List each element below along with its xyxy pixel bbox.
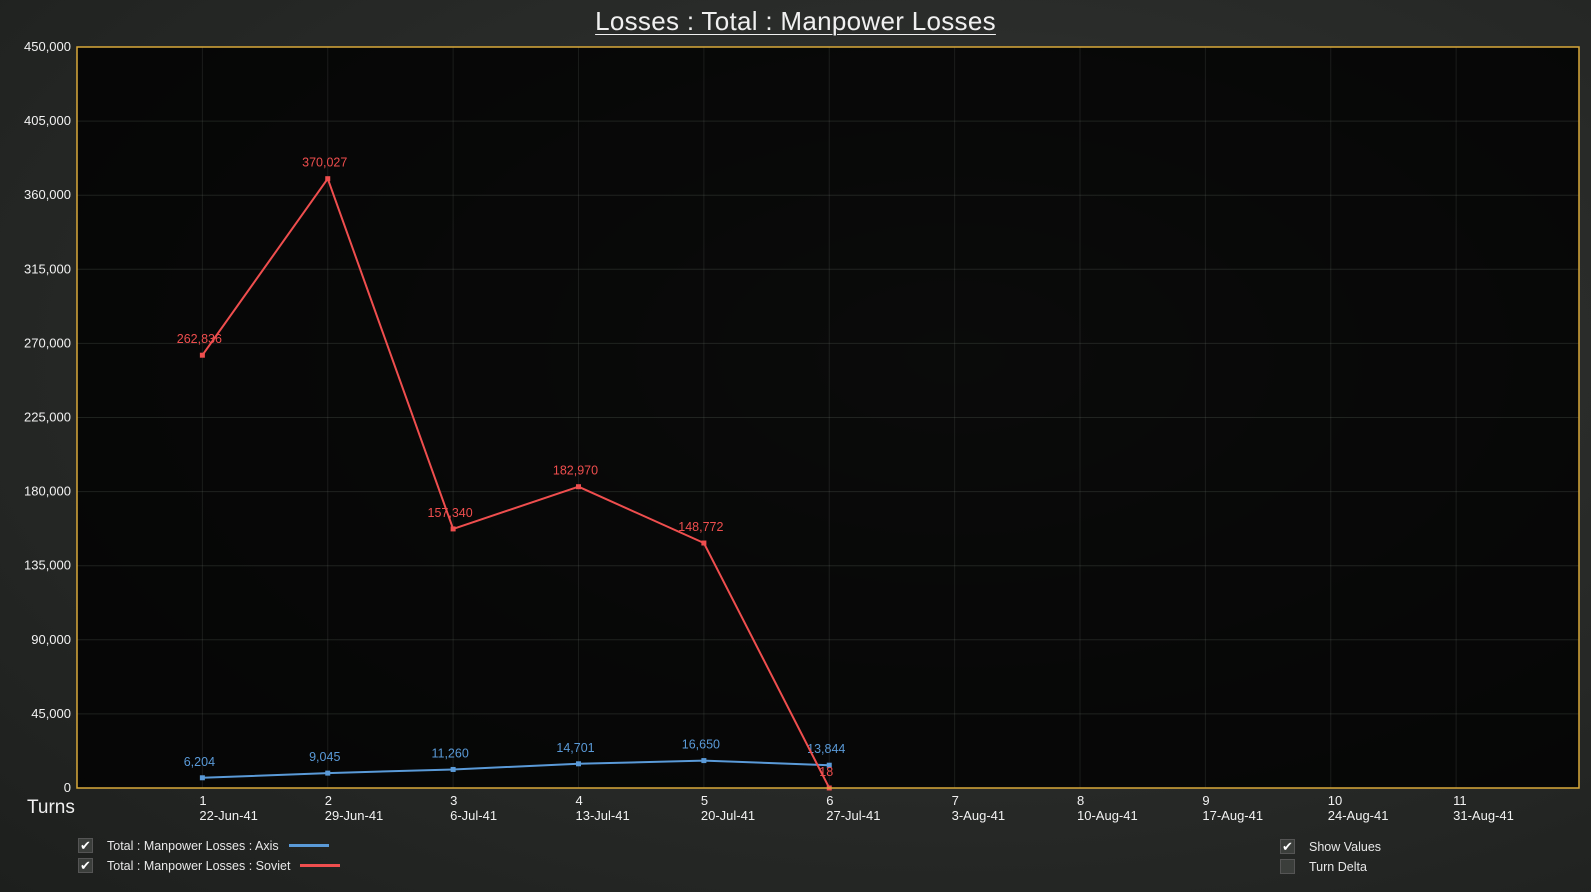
y-tick-label: 180,000	[24, 484, 71, 499]
x-tick-date: 24-Aug-41	[1328, 808, 1389, 823]
y-tick-label: 225,000	[24, 410, 71, 425]
data-label: 148,772	[678, 520, 723, 534]
series-line-axis	[202, 759, 830, 779]
x-tick-turn: 8	[1077, 793, 1084, 808]
data-point[interactable]	[199, 352, 205, 358]
data-point[interactable]	[576, 484, 582, 490]
x-axis-label: Turns	[27, 797, 75, 818]
x-tick-date: 17-Aug-41	[1202, 808, 1263, 823]
plot-area	[77, 47, 1579, 788]
grid-overlay	[77, 46, 1579, 789]
x-tick-turn: 6	[826, 793, 833, 808]
x-axis-ticks: 122-Jun-41 229-Jun-41 36-Jul-41 413-Jul-41 5…	[199, 793, 1513, 823]
x-tick-turn: 11	[1453, 793, 1467, 808]
data-label: 18	[819, 765, 833, 779]
data-label: 13,844	[807, 742, 845, 756]
data-point[interactable]	[325, 770, 331, 776]
x-tick-turn: 3	[450, 793, 457, 808]
y-tick-label: 0	[64, 780, 71, 795]
legend-axis-swatch	[288, 844, 329, 847]
show-values-checkbox[interactable]: ✔	[1280, 839, 1295, 854]
y-tick-label: 450,000	[24, 39, 71, 54]
show-values-label: Show Values	[1309, 839, 1382, 854]
turn-delta-option[interactable]: Turn Delta	[1280, 859, 1367, 874]
legend-soviet-label: Total : Manpower Losses : Soviet	[107, 858, 291, 873]
data-label: 14,701	[556, 741, 594, 755]
legend-item-soviet[interactable]: ✔ Total : Manpower Losses : Soviet	[78, 858, 341, 873]
x-tick-turn: 10	[1328, 793, 1342, 808]
y-tick-label: 270,000	[24, 335, 71, 350]
chart-title: Losses : Total : Manpower Losses	[595, 6, 996, 36]
turn-delta-checkbox[interactable]	[1280, 859, 1295, 874]
x-tick-turn: 9	[1202, 793, 1209, 808]
legend-soviet-checkbox[interactable]: ✔	[78, 858, 93, 873]
data-label: 11,260	[431, 746, 468, 760]
x-tick-date: 6-Jul-41	[450, 808, 497, 823]
y-tick-label: 45,000	[31, 706, 71, 721]
x-tick-date: 31-Aug-41	[1453, 808, 1514, 823]
data-label: 370,027	[302, 156, 347, 170]
legend-soviet-swatch	[300, 864, 341, 867]
x-tick-date: 3-Aug-41	[952, 808, 1005, 823]
y-axis-ticks: 0 45,000 90,000 135,000 180,000 225,000 270,00…	[24, 39, 71, 795]
data-label: 9,045	[309, 750, 340, 764]
data-point[interactable]	[199, 775, 205, 781]
y-tick-label: 405,000	[24, 113, 71, 128]
y-tick-label: 90,000	[31, 632, 71, 647]
data-point[interactable]	[701, 758, 707, 764]
series-layer: 6,204 9,045 11,260 14,701 16,650 13,844 262,83…	[177, 156, 845, 791]
x-tick-date: 27-Jul-41	[826, 808, 880, 823]
data-point[interactable]	[450, 526, 456, 532]
x-tick-date: 22-Jun-41	[199, 808, 258, 823]
turn-delta-label: Turn Delta	[1309, 859, 1367, 874]
data-label: 6,204	[184, 755, 215, 769]
x-tick-turn: 4	[576, 793, 583, 808]
x-tick-turn: 2	[325, 793, 332, 808]
legend-axis-checkbox[interactable]: ✔	[78, 838, 93, 853]
plot-frame	[76, 46, 1580, 789]
x-tick-date: 13-Jul-41	[576, 808, 630, 823]
y-tick-label: 135,000	[24, 558, 71, 573]
data-label: 157,340	[428, 506, 473, 520]
data-point[interactable]	[701, 540, 707, 546]
x-tick-turn: 1	[199, 793, 206, 808]
y-tick-label: 360,000	[24, 187, 71, 202]
data-label: 182,970	[553, 464, 598, 478]
series-line-soviet	[201, 177, 831, 789]
y-tick-label: 315,000	[24, 261, 71, 276]
legend-axis-label: Total : Manpower Losses : Axis	[107, 838, 279, 853]
data-point[interactable]	[325, 176, 331, 182]
x-tick-turn: 7	[952, 793, 959, 808]
x-tick-date: 29-Jun-41	[325, 808, 384, 823]
show-values-option[interactable]: ✔ Show Values	[1280, 839, 1381, 854]
x-tick-date: 10-Aug-41	[1077, 808, 1138, 823]
x-tick-turn: 5	[701, 793, 708, 808]
x-tick-date: 20-Jul-41	[701, 808, 755, 823]
data-label: 262,836	[177, 332, 222, 346]
data-point[interactable]	[450, 766, 456, 772]
data-point[interactable]	[826, 762, 832, 768]
data-label: 16,650	[682, 738, 720, 752]
data-point[interactable]	[576, 761, 582, 767]
legend-item-axis[interactable]: ✔ Total : Manpower Losses : Axis	[78, 838, 329, 853]
